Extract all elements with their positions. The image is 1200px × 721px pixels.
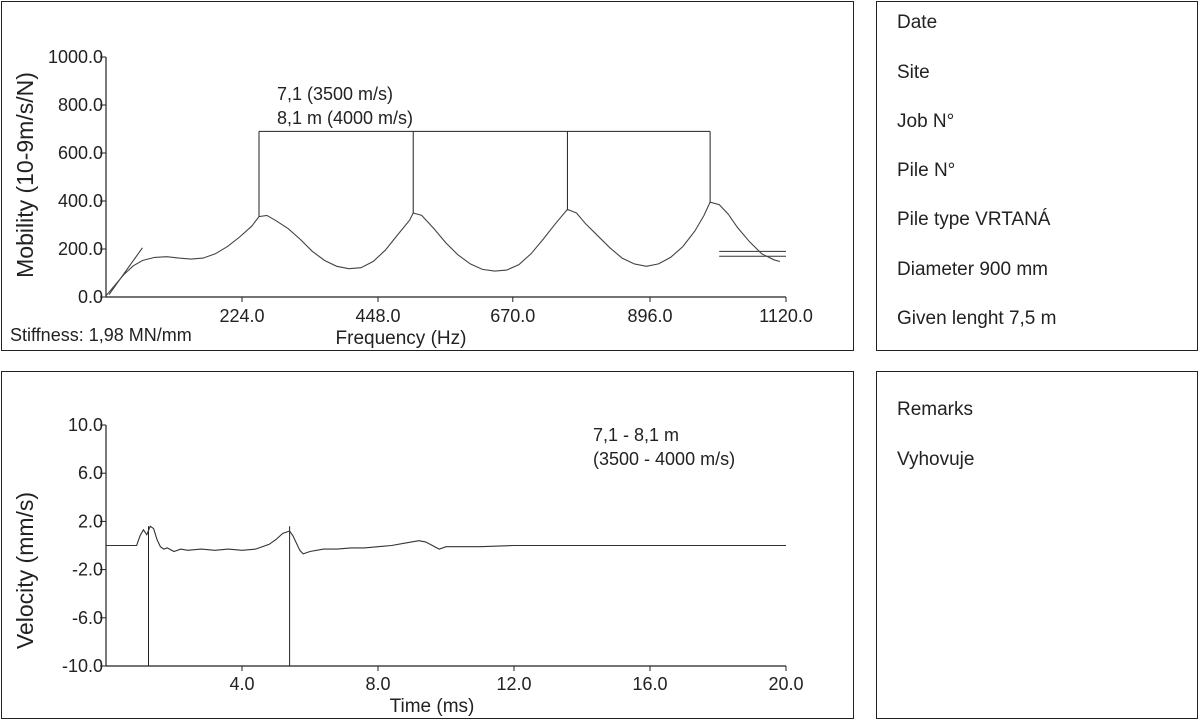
x-tick-label: 448.0: [355, 306, 400, 326]
x-tick-label: 12.0: [496, 674, 531, 694]
y-axis-label: Mobility (10-9m/s/N): [12, 72, 38, 278]
x-tick-label: 670.0: [490, 306, 535, 326]
pile-type-label: Pile type VRTANÁ: [897, 209, 1051, 230]
given-length-label: Given lenght 7,5 m: [897, 308, 1057, 329]
velocity-chart-panel: 10.0 6.0 2.0 -2.0 -6.0 -10.0 4.0 8.0 12.0 16.0 20.…: [1, 371, 854, 719]
y-tick-label: 600.0: [58, 143, 103, 163]
y-tick-label: 400.0: [58, 191, 103, 211]
annotation-line-1: 7,1 - 8,1 m: [593, 425, 679, 445]
stiffness-label: Stiffness: 1,98 MN/mm: [10, 325, 192, 345]
y-tick-label: 6.0: [78, 463, 103, 483]
mobility-chart-panel: 0.0 200.0 400.0 600.0 800.0 1000.0 224.0 448.0 6…: [1, 1, 854, 351]
y-tick-label: 10.0: [68, 415, 103, 435]
x-tick-label: 8.0: [365, 674, 390, 694]
annotation-line-1: 7,1 (3500 m/s): [277, 84, 393, 104]
date-label: Date: [897, 12, 938, 33]
x-tick-label: 896.0: [627, 306, 672, 326]
y-tick-label: -6.0: [72, 608, 103, 628]
stiffness-line: [108, 247, 143, 295]
remarks-title: Remarks: [897, 399, 974, 420]
y-tick-label: -2.0: [72, 560, 103, 580]
y-tick-label: 2.0: [78, 511, 103, 531]
y-tick-label: 0.0: [78, 287, 103, 307]
x-tick-label: 224.0: [219, 306, 264, 326]
y-tick-label: 200.0: [58, 239, 103, 259]
mobility-series-line: [105, 201, 781, 297]
diameter-label: Diameter 900 mm: [897, 259, 1048, 280]
x-tick-label: 20.0: [768, 674, 803, 694]
y-tick-label: 1000.0: [48, 47, 103, 67]
annotation-line-2: (3500 - 4000 m/s): [593, 449, 735, 469]
x-axis-label: Frequency (Hz): [336, 328, 467, 349]
velocity-series-line: [106, 525, 786, 555]
site-label: Site: [897, 62, 930, 83]
x-tick-label: 4.0: [229, 674, 254, 694]
remarks-text: Vyhovuje: [897, 449, 975, 470]
info-panel: Date Site Job N° Pile N° Pile type VRTAN…: [876, 1, 1198, 351]
y-axis-label: Velocity (mm/s): [12, 492, 38, 649]
y-tick-label: 800.0: [58, 95, 103, 115]
y-tick-label: -10.0: [62, 656, 103, 676]
x-tick-label: 16.0: [632, 674, 667, 694]
pile-number-label: Pile N°: [897, 160, 956, 181]
remarks-panel: Remarks Vyhovuje: [876, 371, 1198, 719]
mobility-chart: 0.0 200.0 400.0 600.0 800.0 1000.0 224.0 448.0 6…: [10, 47, 813, 349]
x-tick-label: 1120.0: [759, 306, 813, 326]
job-number-label: Job N°: [897, 111, 955, 132]
velocity-chart: 10.0 6.0 2.0 -2.0 -6.0 -10.0 4.0 8.0 12.0 16.0 20.…: [12, 415, 804, 717]
x-axis-label: Time (ms): [390, 696, 475, 717]
annotation-line-2: 8,1 m (4000 m/s): [277, 108, 413, 128]
